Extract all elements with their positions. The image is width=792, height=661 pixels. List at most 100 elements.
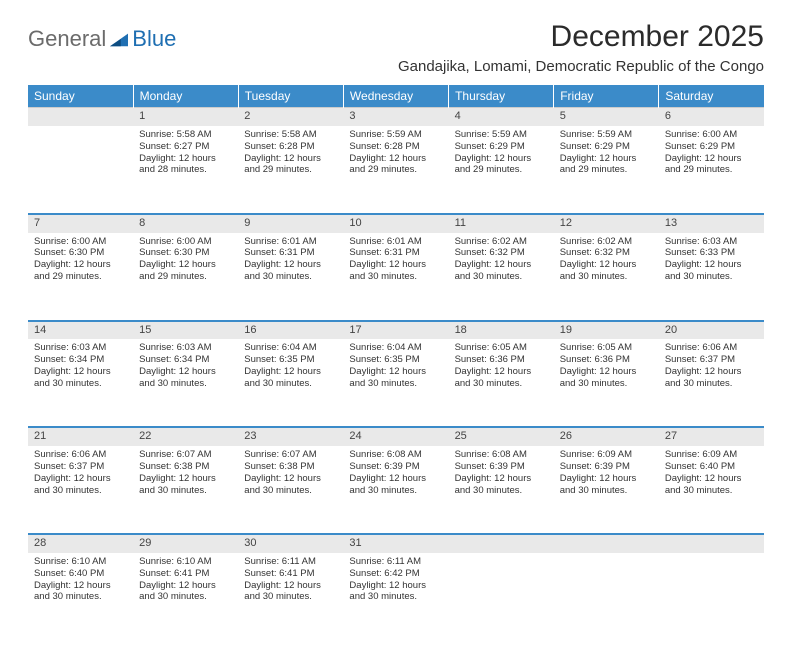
day2-text: and 30 minutes. [349,591,442,603]
sunset-text: Sunset: 6:29 PM [455,141,548,153]
day-number: 16 [238,321,343,340]
day-cell-body: Sunrise: 6:08 AMSunset: 6:39 PMDaylight:… [449,446,554,503]
day2-text: and 30 minutes. [560,271,653,283]
weekday-wednesday: Wednesday [343,85,448,108]
sunset-text: Sunset: 6:39 PM [349,461,442,473]
day2-text: and 29 minutes. [560,164,653,176]
sunset-text: Sunset: 6:34 PM [139,354,232,366]
day-cell-body: Sunrise: 6:07 AMSunset: 6:38 PMDaylight:… [238,446,343,503]
day-cell: Sunrise: 5:58 AMSunset: 6:27 PMDaylight:… [133,126,238,214]
day-cell-body: Sunrise: 6:03 AMSunset: 6:34 PMDaylight:… [28,339,133,396]
calendar-table: Sunday Monday Tuesday Wednesday Thursday… [28,85,764,641]
month-title: December 2025 [398,20,764,54]
sunset-text: Sunset: 6:41 PM [244,568,337,580]
day-cell: Sunrise: 6:04 AMSunset: 6:35 PMDaylight:… [343,339,448,427]
day-cell-body: Sunrise: 6:11 AMSunset: 6:42 PMDaylight:… [343,553,448,610]
day-number: 4 [449,108,554,126]
day2-text: and 30 minutes. [139,591,232,603]
sunset-text: Sunset: 6:31 PM [349,247,442,259]
day-number: 28 [28,534,133,553]
sunset-text: Sunset: 6:35 PM [244,354,337,366]
sunset-text: Sunset: 6:29 PM [665,141,758,153]
day-cell-body: Sunrise: 5:59 AMSunset: 6:28 PMDaylight:… [343,126,448,183]
day2-text: and 29 minutes. [455,164,548,176]
sunrise-text: Sunrise: 6:10 AM [34,556,127,568]
day-cell: Sunrise: 6:01 AMSunset: 6:31 PMDaylight:… [238,233,343,321]
day-number: 3 [343,108,448,126]
sunset-text: Sunset: 6:40 PM [665,461,758,473]
day-cell-body: Sunrise: 6:00 AMSunset: 6:30 PMDaylight:… [133,233,238,290]
day-number: 27 [659,427,764,446]
day-cell: Sunrise: 6:02 AMSunset: 6:32 PMDaylight:… [449,233,554,321]
day-cell-body: Sunrise: 6:09 AMSunset: 6:40 PMDaylight:… [659,446,764,503]
day-number [659,534,764,553]
sunset-text: Sunset: 6:28 PM [349,141,442,153]
day1-text: Daylight: 12 hours [34,259,127,271]
day-number [554,534,659,553]
day-cell: Sunrise: 6:08 AMSunset: 6:39 PMDaylight:… [343,446,448,534]
day2-text: and 30 minutes. [560,485,653,497]
day-cell: Sunrise: 6:00 AMSunset: 6:30 PMDaylight:… [133,233,238,321]
day1-text: Daylight: 12 hours [349,580,442,592]
day1-text: Daylight: 12 hours [139,153,232,165]
day-cell-body: Sunrise: 5:58 AMSunset: 6:27 PMDaylight:… [133,126,238,183]
sunrise-text: Sunrise: 6:11 AM [244,556,337,568]
day-cell-body: Sunrise: 6:08 AMSunset: 6:39 PMDaylight:… [343,446,448,503]
day-cell: Sunrise: 6:05 AMSunset: 6:36 PMDaylight:… [449,339,554,427]
sunrise-text: Sunrise: 5:58 AM [139,129,232,141]
day2-text: and 30 minutes. [665,271,758,283]
sunrise-text: Sunrise: 6:03 AM [139,342,232,354]
weekday-header-row: Sunday Monday Tuesday Wednesday Thursday… [28,85,764,108]
weekday-thursday: Thursday [449,85,554,108]
day-cell: Sunrise: 6:01 AMSunset: 6:31 PMDaylight:… [343,233,448,321]
day-cell-body: Sunrise: 6:10 AMSunset: 6:40 PMDaylight:… [28,553,133,610]
day1-text: Daylight: 12 hours [34,473,127,485]
day2-text: and 29 minutes. [139,271,232,283]
day2-text: and 30 minutes. [665,485,758,497]
sunset-text: Sunset: 6:30 PM [139,247,232,259]
day2-text: and 30 minutes. [34,485,127,497]
day2-text: and 30 minutes. [349,485,442,497]
day1-text: Daylight: 12 hours [665,153,758,165]
day-number: 14 [28,321,133,340]
sunrise-text: Sunrise: 6:09 AM [560,449,653,461]
weekday-sunday: Sunday [28,85,133,108]
sunrise-text: Sunrise: 6:10 AM [139,556,232,568]
day1-text: Daylight: 12 hours [455,259,548,271]
day2-text: and 30 minutes. [455,378,548,390]
logo: General Blue [28,26,176,52]
sunrise-text: Sunrise: 6:02 AM [560,236,653,248]
location-text: Gandajika, Lomami, Democratic Republic o… [398,58,764,75]
day2-text: and 30 minutes. [349,271,442,283]
day-number: 18 [449,321,554,340]
day1-text: Daylight: 12 hours [455,473,548,485]
day1-text: Daylight: 12 hours [139,473,232,485]
day-number: 1 [133,108,238,126]
sunrise-text: Sunrise: 5:59 AM [349,129,442,141]
sunrise-text: Sunrise: 6:00 AM [139,236,232,248]
day1-text: Daylight: 12 hours [139,259,232,271]
day1-text: Daylight: 12 hours [244,580,337,592]
day1-text: Daylight: 12 hours [665,366,758,378]
day-cell: Sunrise: 6:03 AMSunset: 6:34 PMDaylight:… [133,339,238,427]
sunset-text: Sunset: 6:27 PM [139,141,232,153]
sunrise-text: Sunrise: 5:59 AM [455,129,548,141]
day-cell-body: Sunrise: 6:07 AMSunset: 6:38 PMDaylight:… [133,446,238,503]
day1-text: Daylight: 12 hours [560,259,653,271]
day1-text: Daylight: 12 hours [455,366,548,378]
sunrise-text: Sunrise: 6:07 AM [139,449,232,461]
day-number: 13 [659,214,764,233]
sunrise-text: Sunrise: 6:07 AM [244,449,337,461]
day-number: 15 [133,321,238,340]
sunset-text: Sunset: 6:42 PM [349,568,442,580]
day-cell-body: Sunrise: 6:03 AMSunset: 6:34 PMDaylight:… [133,339,238,396]
header-row: General Blue December 2025 Gandajika, Lo… [28,20,764,75]
sunset-text: Sunset: 6:35 PM [349,354,442,366]
day1-text: Daylight: 12 hours [244,259,337,271]
week-row: Sunrise: 6:06 AMSunset: 6:37 PMDaylight:… [28,446,764,534]
sunset-text: Sunset: 6:29 PM [560,141,653,153]
day-number: 26 [554,427,659,446]
week-row: Sunrise: 6:03 AMSunset: 6:34 PMDaylight:… [28,339,764,427]
sunset-text: Sunset: 6:34 PM [34,354,127,366]
day-number: 8 [133,214,238,233]
